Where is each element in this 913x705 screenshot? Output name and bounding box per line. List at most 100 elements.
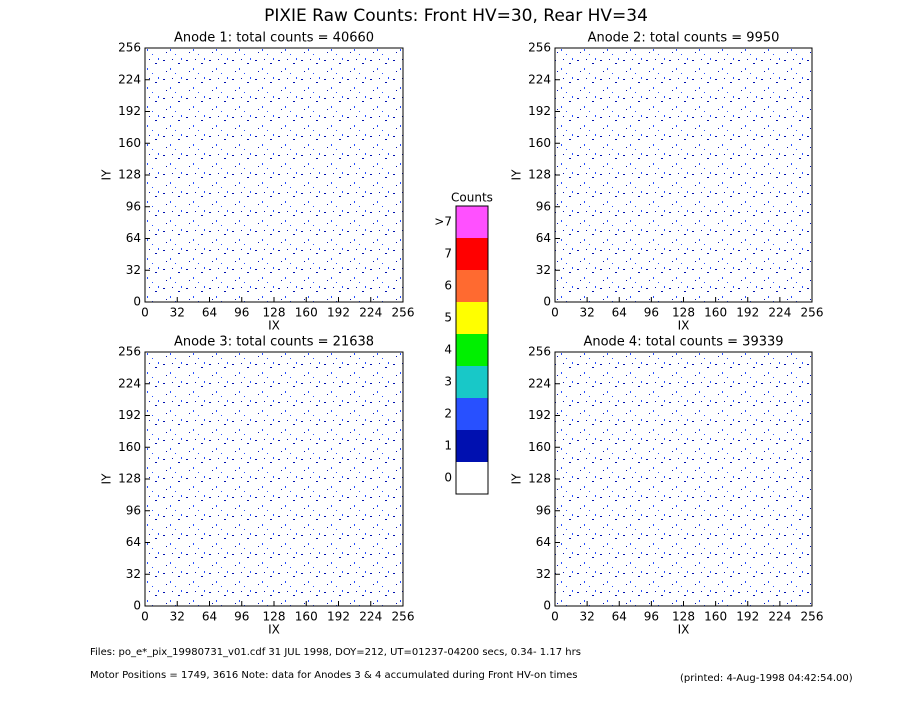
x-tick-label: 64 <box>202 610 217 624</box>
x-tick-label: 96 <box>644 610 659 624</box>
y-tick-label: 0 <box>543 295 551 309</box>
x-axis-label: IX <box>678 319 690 333</box>
x-tick-label: 256 <box>392 610 415 624</box>
x-tick-label: 256 <box>801 610 824 624</box>
x-tick-label: 32 <box>579 306 594 320</box>
y-tick-label: 128 <box>528 472 551 486</box>
x-tick-label: 160 <box>704 610 727 624</box>
colorbar-swatch <box>456 302 488 334</box>
colorbar-swatch <box>456 334 488 366</box>
heatmap-texture <box>145 48 403 302</box>
x-tick-label: 192 <box>736 610 759 624</box>
y-tick-label: 0 <box>133 295 141 309</box>
y-axis-label: IY <box>100 169 114 181</box>
x-axis-label: IX <box>268 623 280 637</box>
y-tick-label: 192 <box>118 408 141 422</box>
colorbar-label: 2 <box>444 407 452 421</box>
y-tick-label: 32 <box>536 567 551 581</box>
x-tick-label: 64 <box>202 306 217 320</box>
y-tick-label: 32 <box>126 567 141 581</box>
y-tick-label: 160 <box>118 440 141 454</box>
colorbar-swatch <box>456 238 488 270</box>
panel-title: Anode 3: total counts = 21638 <box>174 335 374 350</box>
x-tick-label: 256 <box>392 306 415 320</box>
y-tick-label: 224 <box>528 376 551 390</box>
y-tick-label: 96 <box>536 199 551 213</box>
y-tick-label: 64 <box>536 231 551 245</box>
colorbar-label: 0 <box>444 471 452 485</box>
panel-title: Anode 1: total counts = 40660 <box>174 31 374 46</box>
x-tick-label: 128 <box>263 306 286 320</box>
y-tick-label: 32 <box>126 263 141 277</box>
y-tick-label: 256 <box>118 345 141 359</box>
y-tick-label: 128 <box>118 168 141 182</box>
y-axis-label: IY <box>510 169 524 181</box>
colorbar-frame <box>455 205 489 495</box>
y-tick-label: 224 <box>118 72 141 86</box>
x-tick-label: 160 <box>295 610 318 624</box>
panel-title: Anode 2: total counts = 9950 <box>588 31 780 46</box>
x-tick-label: 224 <box>768 610 791 624</box>
x-tick-label: 64 <box>612 610 627 624</box>
colorbar-label: 1 <box>444 439 452 453</box>
y-tick-label: 192 <box>118 104 141 118</box>
x-tick-label: 0 <box>141 306 149 320</box>
y-tick-label: 0 <box>543 599 551 613</box>
x-axis-label: IX <box>268 319 280 333</box>
y-tick-label: 192 <box>528 104 551 118</box>
x-tick-label: 96 <box>234 306 249 320</box>
page-title: PIXIE Raw Counts: Front HV=30, Rear HV=3… <box>264 6 648 26</box>
x-tick-label: 128 <box>672 610 695 624</box>
y-tick-label: 256 <box>528 345 551 359</box>
y-axis-label: IY <box>510 473 524 485</box>
colorbar-swatch <box>456 270 488 302</box>
y-tick-label: 224 <box>118 376 141 390</box>
heatmap-texture <box>145 352 403 606</box>
colorbar-label: 6 <box>444 279 452 293</box>
y-tick-label: 96 <box>126 199 141 213</box>
x-axis-label: IX <box>678 623 690 637</box>
colorbar-label: >7 <box>434 215 452 229</box>
x-tick-label: 32 <box>170 610 185 624</box>
y-tick-label: 160 <box>528 440 551 454</box>
y-tick-label: 160 <box>528 136 551 150</box>
y-tick-label: 96 <box>126 503 141 517</box>
y-tick-label: 128 <box>528 168 551 182</box>
y-tick-label: 0 <box>133 599 141 613</box>
panel-title: Anode 4: total counts = 39339 <box>583 335 783 350</box>
colorbar-title: Counts <box>451 191 493 205</box>
x-tick-label: 128 <box>263 610 286 624</box>
y-tick-label: 192 <box>528 408 551 422</box>
footer-files: Files: po_e*_pix_19980731_v01.cdf 31 JUL… <box>90 647 581 658</box>
footer-printed: (printed: 4-Aug-1998 04:42:54.00) <box>680 673 853 684</box>
colorbar-label: 3 <box>444 375 452 389</box>
colorbar-swatch <box>456 206 488 238</box>
y-tick-label: 64 <box>126 231 141 245</box>
colorbar-swatch <box>456 462 488 494</box>
x-tick-label: 32 <box>579 610 594 624</box>
y-tick-label: 64 <box>536 535 551 549</box>
heatmap-texture <box>555 352 812 606</box>
y-tick-label: 32 <box>536 263 551 277</box>
y-axis-label: IY <box>100 473 114 485</box>
x-tick-label: 32 <box>170 306 185 320</box>
x-tick-label: 224 <box>359 306 382 320</box>
heatmap-texture <box>555 48 812 302</box>
x-tick-label: 96 <box>644 306 659 320</box>
x-tick-label: 0 <box>551 610 559 624</box>
x-tick-label: 192 <box>736 306 759 320</box>
x-tick-label: 256 <box>801 306 824 320</box>
y-tick-label: 64 <box>126 535 141 549</box>
x-tick-label: 96 <box>234 610 249 624</box>
x-tick-label: 224 <box>359 610 382 624</box>
colorbar-swatch <box>456 430 488 462</box>
x-tick-label: 0 <box>141 610 149 624</box>
colorbar-swatch <box>456 366 488 398</box>
y-tick-label: 256 <box>528 41 551 55</box>
y-tick-label: 256 <box>118 41 141 55</box>
x-tick-label: 128 <box>672 306 695 320</box>
x-tick-label: 224 <box>768 306 791 320</box>
colorbar-swatch <box>456 398 488 430</box>
y-tick-label: 224 <box>528 72 551 86</box>
